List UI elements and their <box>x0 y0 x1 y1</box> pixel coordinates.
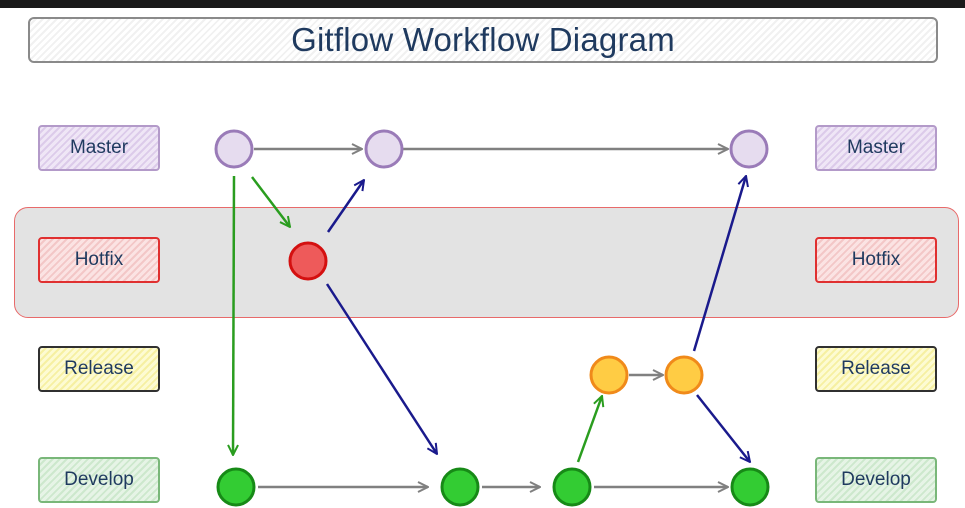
develop-commit-2 <box>440 467 480 507</box>
release-commit-1 <box>589 355 629 395</box>
lane-label-master-right: Master <box>815 125 937 171</box>
merge-arrow-release-to-master <box>692 176 746 352</box>
develop-commit-1 <box>216 467 256 507</box>
top-bar <box>0 0 965 8</box>
merge-arrow-release-to-develop <box>696 394 750 462</box>
master-commit-2 <box>364 129 404 169</box>
lane-label-hotfix-right: Hotfix <box>815 237 937 283</box>
diagram-title: Gitflow Workflow Diagram <box>291 21 675 58</box>
branch-arrow-master-to-hotfix <box>251 176 290 227</box>
develop-commit-3 <box>552 467 592 507</box>
master-commit-3 <box>729 129 769 169</box>
lane-label-hotfix-left: Hotfix <box>38 237 160 283</box>
merge-arrow-hotfix-to-develop <box>325 283 437 454</box>
lane-label-develop-right: Develop <box>815 457 937 503</box>
lane-label-release-left: Release <box>38 346 160 392</box>
branch-arrow-develop-to-release <box>576 396 602 463</box>
lane-label-release-right: Release <box>815 346 937 392</box>
lane-label-master-left: Master <box>38 125 160 171</box>
hotfix-commit <box>288 241 328 281</box>
master-commit-1 <box>214 129 254 169</box>
title-banner: Gitflow Workflow Diagram <box>28 17 938 63</box>
hotfix-band <box>14 207 959 318</box>
branch-arrow-master-to-develop <box>233 175 234 455</box>
release-commit-2 <box>664 355 704 395</box>
lane-label-develop-left: Develop <box>38 457 160 503</box>
develop-commit-4 <box>730 467 770 507</box>
merge-arrow-hotfix-to-master <box>326 180 364 233</box>
